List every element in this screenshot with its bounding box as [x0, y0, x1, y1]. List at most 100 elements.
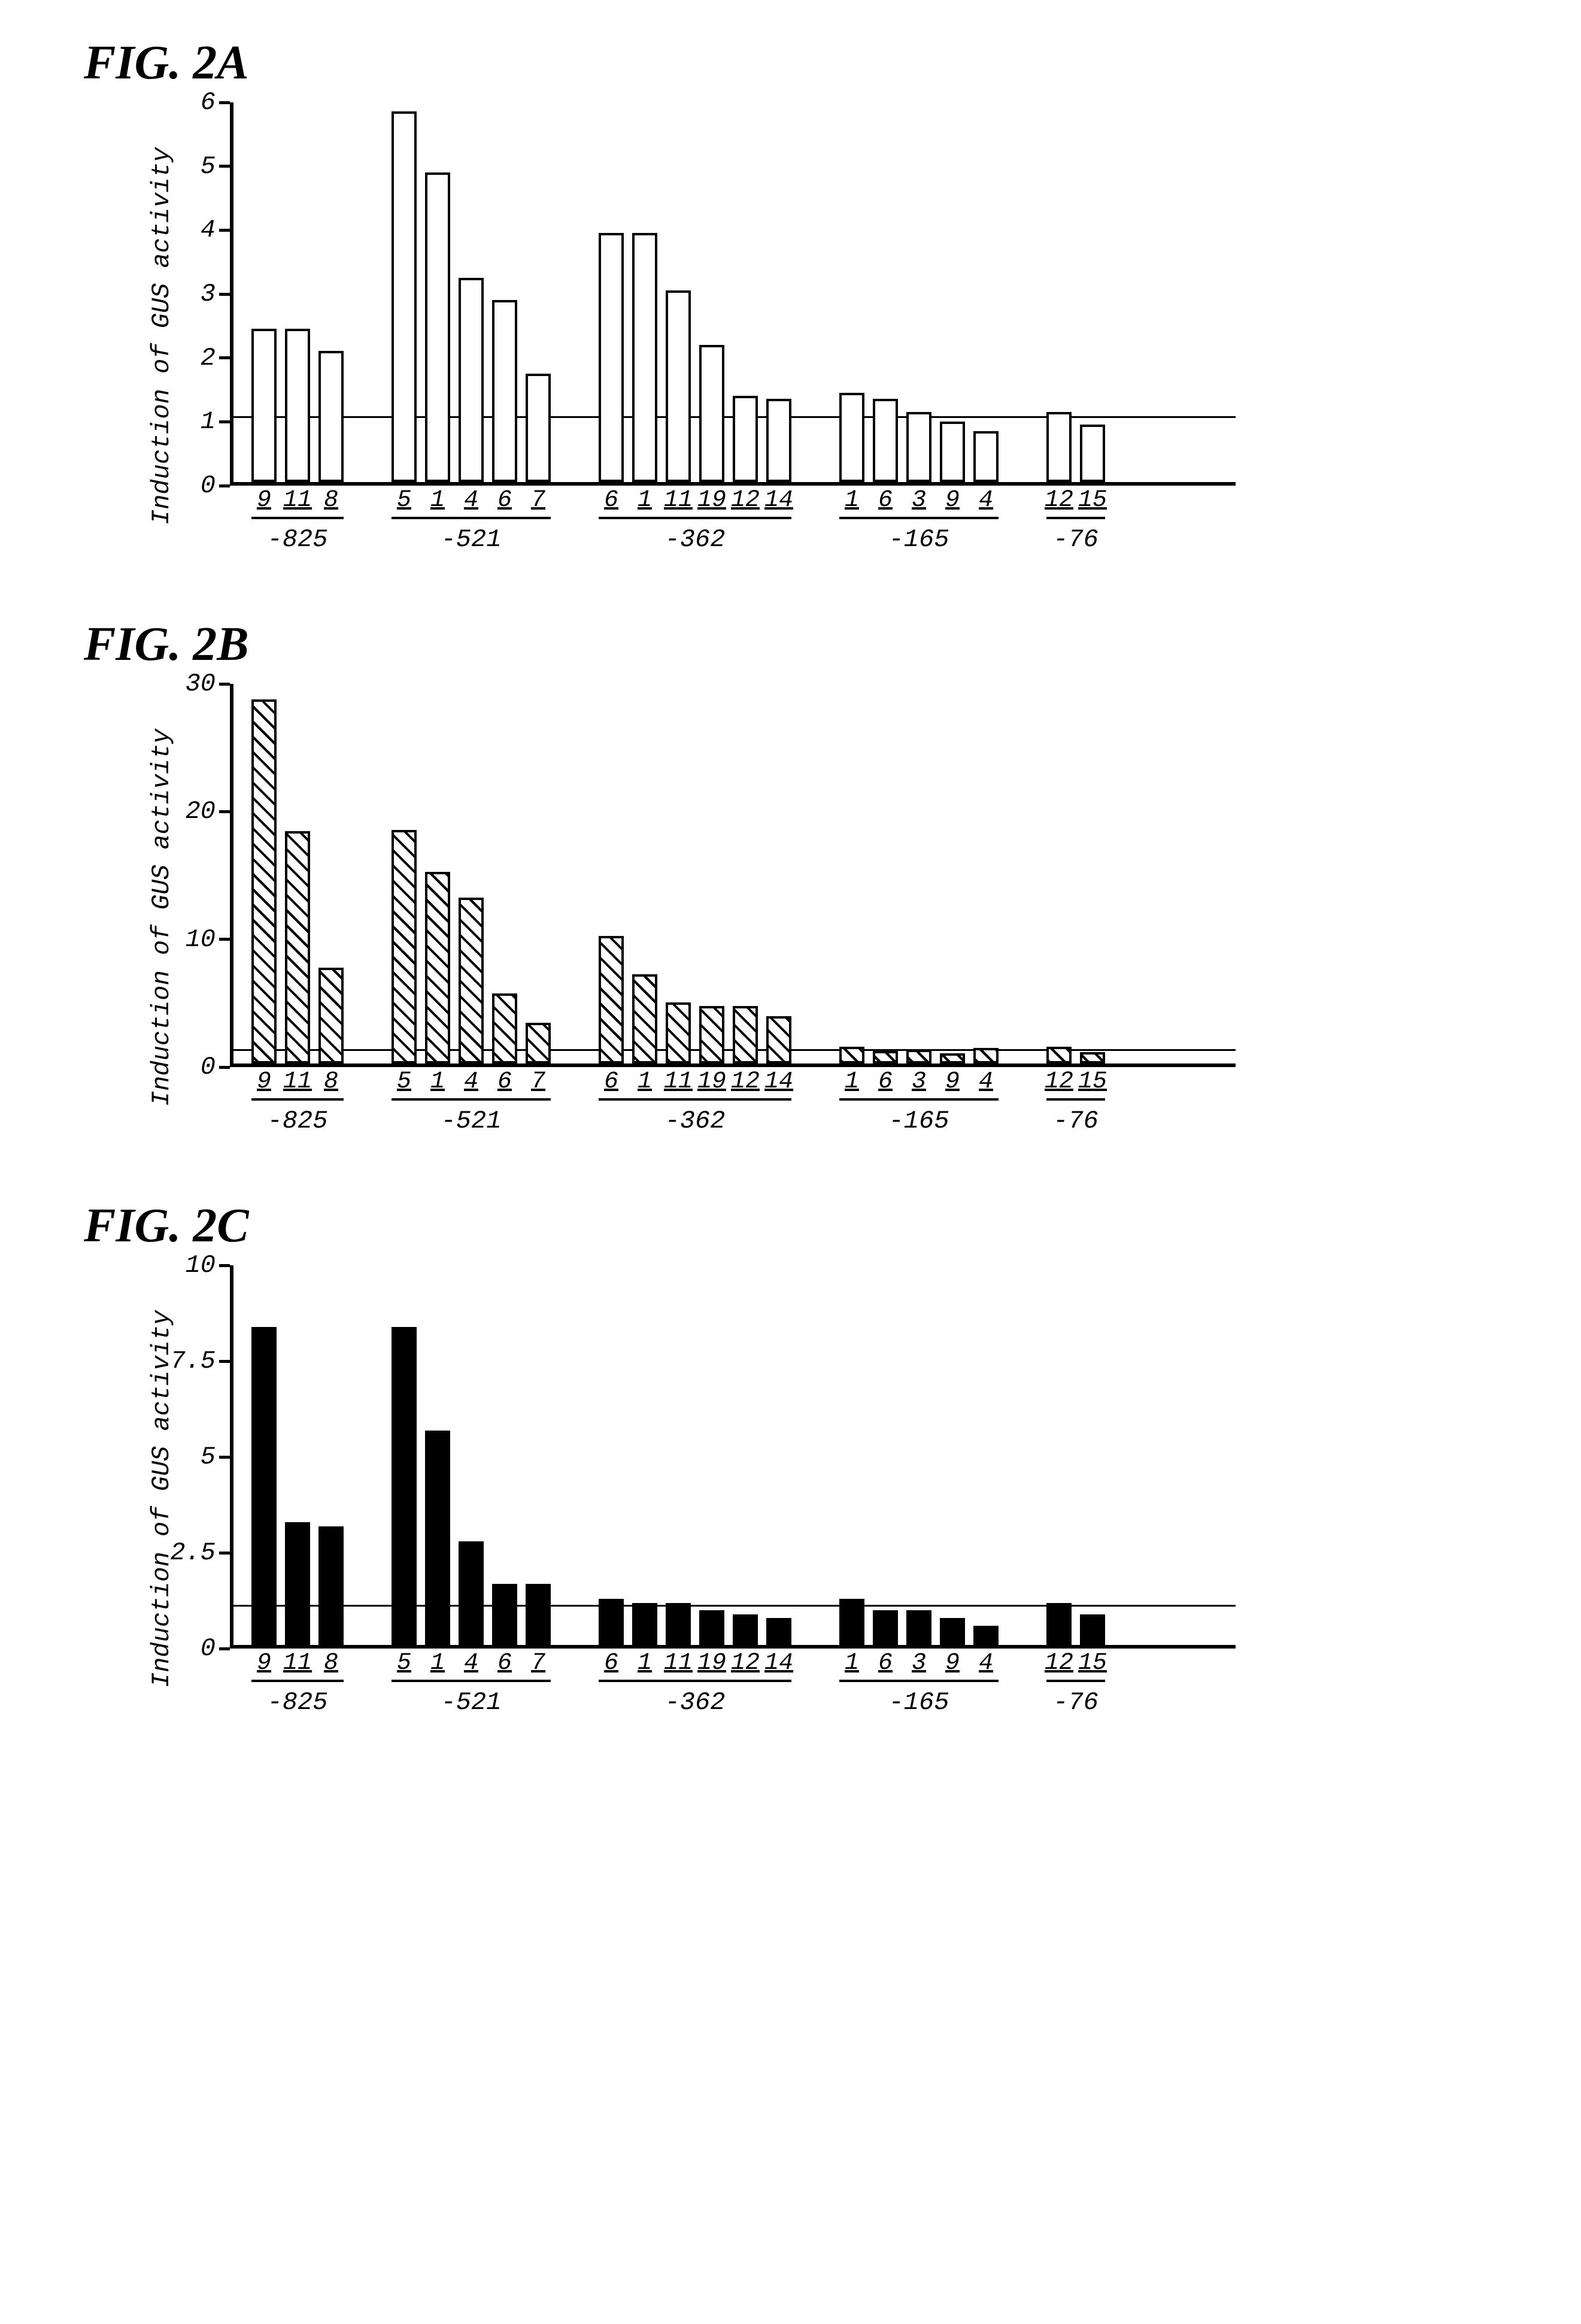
- group-label: -362: [665, 1107, 726, 1135]
- group-underline: [599, 1680, 791, 1682]
- y-tick-label: 10: [186, 925, 219, 954]
- x-tick-label: 1: [845, 487, 859, 514]
- bar: [973, 431, 999, 482]
- bar: [873, 399, 898, 482]
- plot-column: 9118-82551467-5216111191214-36216394-165…: [230, 102, 1239, 569]
- bar: [425, 172, 450, 482]
- y-tick: 5: [201, 152, 230, 181]
- x-tick-label: 7: [531, 487, 545, 514]
- x-tick-label: 6: [497, 487, 512, 514]
- y-tick: 0: [201, 1634, 230, 1663]
- bar: [632, 233, 657, 482]
- plot-column: 9118-82551467-5216111191214-36216394-165…: [230, 684, 1239, 1151]
- y-tick-mark: [219, 1647, 230, 1650]
- bar: [906, 412, 931, 482]
- plot-area: [230, 1265, 1236, 1649]
- bars-layer: [233, 1265, 1236, 1645]
- x-tick-label: 8: [324, 487, 338, 514]
- y-tick-label: 7.5: [170, 1347, 219, 1375]
- x-tick-label: 7: [531, 1068, 545, 1095]
- y-tick-mark: [219, 1066, 230, 1069]
- y-tick-label: 0: [201, 471, 219, 500]
- bar: [318, 1526, 344, 1645]
- x-tick-label: 11: [664, 487, 693, 514]
- bar: [699, 345, 724, 482]
- bar: [766, 1618, 791, 1645]
- x-tick-label: 1: [430, 1068, 445, 1095]
- group-underline: [1046, 1098, 1105, 1101]
- y-tick: 10: [186, 1251, 230, 1280]
- y-tick-mark: [219, 165, 230, 168]
- bar: [839, 1599, 864, 1645]
- x-tick-label: 3: [912, 1068, 926, 1095]
- x-tick-label: 6: [604, 1068, 618, 1095]
- figure-root: FIG. 2AInduction of GUS activity01234569…: [72, 36, 1509, 1732]
- y-tick: 30: [186, 669, 230, 698]
- bar: [251, 1327, 277, 1645]
- y-axis: 0123456: [176, 102, 230, 569]
- bar: [285, 831, 310, 1063]
- x-tick-label: 5: [397, 487, 411, 514]
- y-tick-mark: [219, 484, 230, 487]
- x-tick-label: 9: [945, 487, 960, 514]
- x-tick-label: 12: [731, 487, 760, 514]
- x-tick-label: 4: [979, 1650, 993, 1677]
- bar: [599, 1599, 624, 1645]
- plot-area: [230, 684, 1236, 1067]
- bar: [1080, 1052, 1105, 1063]
- x-tick-label: 12: [1045, 487, 1073, 514]
- bar: [1046, 1603, 1072, 1645]
- bar: [492, 993, 517, 1063]
- group-label: -521: [441, 1107, 502, 1135]
- bar: [632, 1603, 657, 1645]
- x-tick-label: 9: [257, 487, 271, 514]
- bar: [873, 1051, 898, 1063]
- bar: [425, 872, 450, 1063]
- bar: [599, 233, 624, 482]
- bar: [632, 974, 657, 1063]
- bar: [1046, 412, 1072, 482]
- y-tick: 6: [201, 88, 230, 117]
- y-axis: 0102030: [176, 684, 230, 1151]
- y-tick: 4: [201, 216, 230, 244]
- y-tick-mark: [219, 293, 230, 296]
- x-tick-label: 6: [604, 487, 618, 514]
- bar: [459, 898, 484, 1063]
- y-tick-label: 2: [201, 344, 219, 372]
- group-underline: [1046, 1680, 1105, 1682]
- y-tick-label: 20: [186, 797, 219, 826]
- bar: [766, 399, 791, 482]
- bar: [940, 1618, 965, 1645]
- x-tick-label: 1: [638, 1068, 652, 1095]
- y-tick: 20: [186, 797, 230, 826]
- x-tick-label: 1: [845, 1650, 859, 1677]
- x-tick-label: 9: [945, 1068, 960, 1095]
- bar: [699, 1610, 724, 1645]
- y-tick: 1: [201, 407, 230, 436]
- x-tick-label: 9: [257, 1650, 271, 1677]
- group-underline: [392, 1680, 551, 1682]
- x-tick-label: 5: [397, 1068, 411, 1095]
- x-axis: 9118-82551467-5216111191214-36216394-165…: [233, 486, 1239, 569]
- group-label: -521: [441, 1688, 502, 1717]
- y-tick-mark: [219, 1360, 230, 1363]
- bar: [839, 393, 864, 482]
- y-tick: 5: [201, 1443, 230, 1471]
- x-tick-label: 8: [324, 1068, 338, 1095]
- bar: [906, 1050, 931, 1063]
- y-tick-mark: [219, 1456, 230, 1459]
- group-underline: [599, 517, 791, 519]
- bar: [318, 968, 344, 1063]
- x-tick-label: 4: [464, 1650, 478, 1677]
- x-tick-label: 8: [324, 1650, 338, 1677]
- group-label: -76: [1053, 525, 1098, 554]
- y-tick: 0: [201, 1053, 230, 1081]
- x-tick-label: 12: [731, 1650, 760, 1677]
- group-underline: [599, 1098, 791, 1101]
- y-tick-mark: [219, 420, 230, 423]
- y-axis-label: Induction of GUS activity: [144, 1265, 176, 1732]
- group-underline: [251, 1680, 344, 1682]
- x-tick-label: 1: [430, 487, 445, 514]
- figure-panel: FIG. 2AInduction of GUS activity01234569…: [72, 36, 1509, 569]
- bar: [973, 1626, 999, 1645]
